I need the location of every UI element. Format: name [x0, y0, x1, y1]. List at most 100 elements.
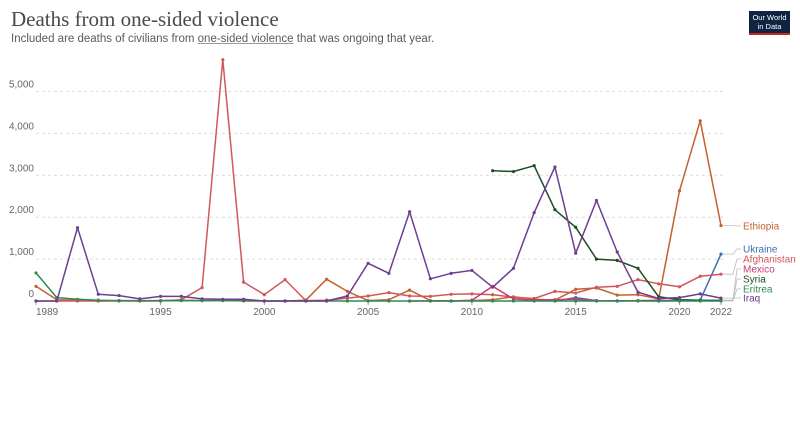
data-point-syria [491, 169, 495, 173]
data-point-iraq [158, 294, 163, 298]
x-tick-label: 2015 [565, 307, 588, 318]
x-tick-label: 1989 [36, 307, 59, 318]
data-point-eritrea [657, 299, 661, 303]
data-point-ethiopia [677, 189, 682, 193]
data-point-iraq [200, 297, 204, 301]
data-point-iraq [657, 296, 661, 301]
data-point-eritrea [511, 299, 516, 303]
data-point-afghanistan [283, 278, 287, 282]
data-point-afghanistan [615, 284, 619, 288]
data-point-eritrea [366, 299, 370, 303]
data-point-afghanistan [387, 291, 391, 295]
data-point-eritrea [574, 299, 578, 303]
data-point-ukraine [719, 252, 723, 256]
data-point-iraq [304, 299, 308, 303]
legend-connector [723, 258, 741, 275]
data-point-syria [594, 257, 599, 261]
data-point-eritrea [117, 298, 121, 303]
legend-connector [723, 288, 741, 302]
data-point-iraq [75, 226, 80, 230]
legend-connector [723, 278, 741, 302]
data-point-syria [574, 225, 578, 229]
data-point-iraq [138, 297, 142, 301]
owid-logo[interactable]: Our World in Data [749, 11, 790, 35]
data-point-iraq [241, 297, 246, 301]
data-point-iraq [719, 296, 723, 300]
y-tick-label: 0 [28, 289, 34, 300]
legend-label-ethiopia: Ethiopia [743, 222, 780, 233]
x-tick-label: 2020 [668, 307, 691, 318]
legend-label-mexico: Mexico [743, 265, 775, 276]
data-point-ethiopia [574, 287, 578, 291]
y-tick-label: 1,000 [9, 247, 34, 258]
data-point-afghanistan [221, 58, 225, 62]
data-point-syria [511, 169, 516, 174]
chart-title: Deaths from one-sided violence [11, 7, 279, 31]
data-point-syria [636, 266, 640, 270]
data-point-ethiopia [325, 277, 329, 281]
data-point-iraq [532, 210, 536, 215]
data-point-afghanistan [677, 285, 682, 289]
data-point-eritrea [408, 299, 412, 303]
data-point-iraq [179, 294, 183, 298]
data-point-eritrea [75, 297, 80, 301]
data-point-syria [553, 208, 557, 212]
series-line-iraq [36, 166, 722, 302]
x-tick-label: 2010 [461, 307, 484, 318]
data-point-afghanistan [428, 294, 432, 298]
data-point-ethiopia [698, 119, 702, 123]
y-tick-label: 3,000 [9, 163, 34, 174]
legend-label-afghanistan: Afghanistan [743, 255, 796, 266]
data-point-eritrea [698, 299, 702, 303]
y-tick-label: 5,000 [9, 80, 34, 91]
data-point-afghanistan [262, 293, 266, 297]
data-point-ethiopia [636, 293, 640, 297]
legend-label-iraq: Iraq [743, 294, 760, 305]
data-point-iraq [221, 297, 225, 301]
data-point-iraq [366, 261, 370, 265]
data-point-afghanistan [719, 272, 723, 276]
data-point-eritrea [345, 299, 349, 303]
logo-line-1: Our World [752, 13, 787, 22]
data-point-afghanistan [491, 293, 495, 297]
data-point-syria [532, 164, 536, 168]
data-point-afghanistan [636, 278, 640, 282]
data-point-ethiopia [34, 284, 38, 288]
x-tick-label: 2005 [357, 307, 380, 318]
legend-label-ukraine: Ukraine [743, 245, 778, 256]
y-tick-label: 2,000 [9, 205, 34, 216]
x-tick-label: 2000 [253, 307, 276, 318]
data-point-iraq [428, 277, 432, 281]
data-point-eritrea [428, 299, 432, 303]
data-point-iraq [283, 299, 287, 303]
subtitle-text-end: that was ongoing that year. [293, 33, 435, 45]
data-point-afghanistan [366, 294, 370, 298]
data-point-afghanistan [241, 280, 246, 284]
one-sided-violence-link[interactable]: one-sided violence [197, 33, 294, 45]
series-line-syria [492, 164, 722, 302]
legend-connector [723, 268, 741, 301]
data-point-eritrea [158, 298, 163, 303]
data-point-iraq [449, 271, 453, 275]
data-point-iraq [491, 285, 495, 289]
data-point-eritrea [615, 299, 619, 303]
data-point-eritrea [594, 299, 599, 303]
x-tick-label: 1995 [149, 307, 172, 318]
data-point-afghanistan [470, 292, 474, 296]
logo-line-2: in Data [757, 22, 782, 31]
data-point-eritrea [636, 299, 640, 303]
data-point-ethiopia [719, 223, 723, 228]
chart-subtitle: Included are deaths of civilians from on… [11, 33, 434, 45]
data-point-iraq [574, 251, 578, 255]
data-point-eritrea [179, 298, 183, 303]
data-point-afghanistan [657, 282, 661, 286]
x-tick-label: 2022 [710, 307, 733, 318]
data-point-afghanistan [594, 285, 599, 289]
data-point-eritrea [553, 299, 557, 303]
data-point-syria [615, 258, 619, 262]
data-point-afghanistan [574, 291, 578, 295]
data-point-iraq [117, 293, 121, 298]
data-point-eritrea [491, 299, 495, 303]
data-point-ethiopia [408, 288, 412, 292]
data-point-iraq [408, 210, 412, 214]
